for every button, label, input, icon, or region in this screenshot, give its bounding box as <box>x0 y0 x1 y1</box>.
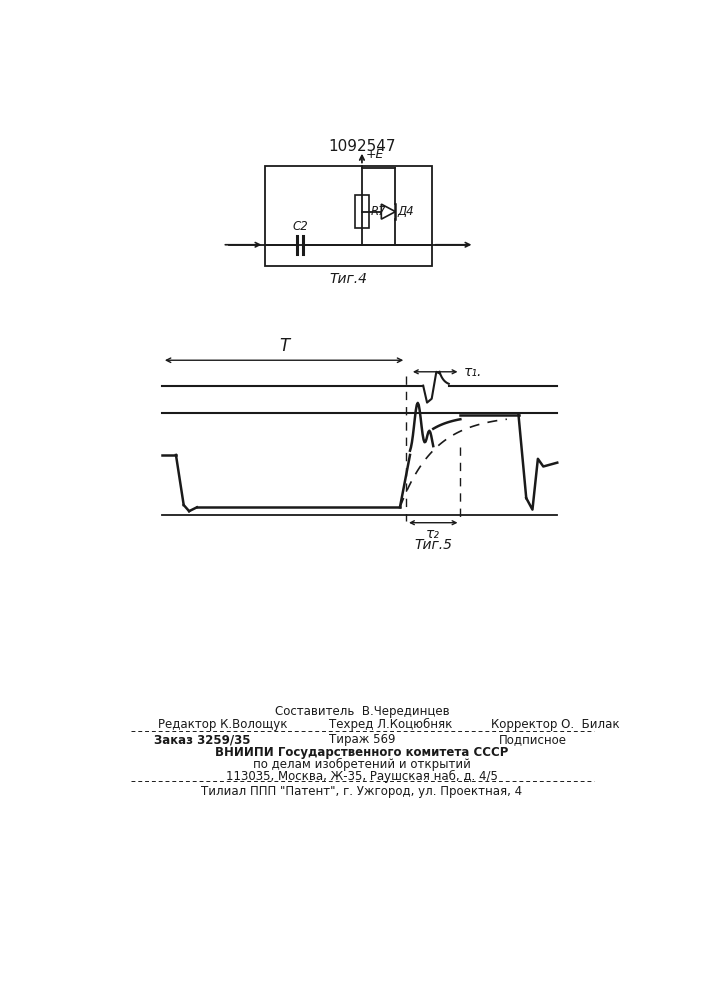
Text: 1092547: 1092547 <box>328 139 396 154</box>
Text: T: T <box>279 337 289 355</box>
Text: Д4: Д4 <box>398 205 414 218</box>
Bar <box>265 166 432 266</box>
Text: Редактор К.Волощук: Редактор К.Волощук <box>158 718 288 731</box>
Text: Корректор О.  Билак: Корректор О. Билак <box>491 718 620 731</box>
Text: Τилиал ППП "Патент", г. Ужгород, ул. Проектная, 4: Τилиал ППП "Патент", г. Ужгород, ул. Про… <box>201 785 522 798</box>
Text: C2: C2 <box>292 220 308 233</box>
Text: Τиг.5: Τиг.5 <box>414 538 452 552</box>
Text: τ₁.: τ₁. <box>464 365 483 379</box>
Text: Подписное: Подписное <box>499 733 567 746</box>
Text: +E: +E <box>366 148 384 161</box>
Bar <box>355 195 369 228</box>
Text: по делам изобретений и открытий: по делам изобретений и открытий <box>253 758 471 771</box>
Text: Составитель  В.Черединцев: Составитель В.Черединцев <box>274 705 449 718</box>
Text: R7: R7 <box>370 205 386 218</box>
Text: Τиг.4: Τиг.4 <box>329 272 368 286</box>
Text: ВНИИПИ Государственного комитета СССР: ВНИИПИ Государственного комитета СССР <box>215 746 508 759</box>
Text: Заказ 3259/35: Заказ 3259/35 <box>154 733 251 746</box>
Text: Техред Л.Коцюбняк: Техред Л.Коцюбняк <box>329 718 452 731</box>
Text: Тираж 569: Тираж 569 <box>329 733 395 746</box>
Text: 113035, Москва, Ж-35, Раушская наб, д. 4/5: 113035, Москва, Ж-35, Раушская наб, д. 4… <box>226 770 498 783</box>
Text: τ₂: τ₂ <box>426 527 440 541</box>
